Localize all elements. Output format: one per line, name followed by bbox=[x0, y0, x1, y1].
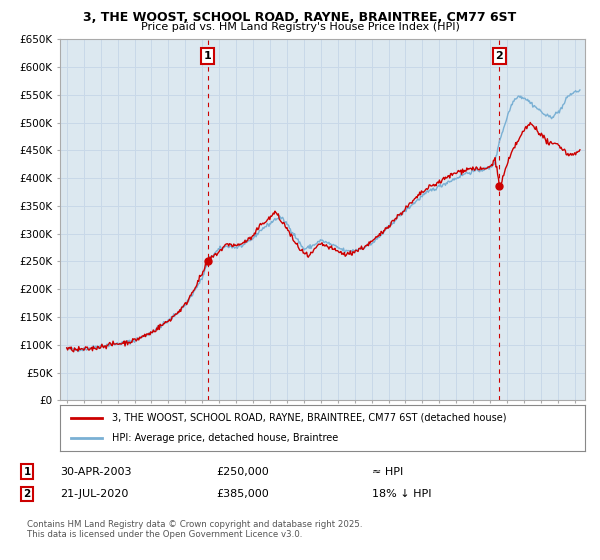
Text: 18% ↓ HPI: 18% ↓ HPI bbox=[372, 489, 431, 499]
Text: Price paid vs. HM Land Registry's House Price Index (HPI): Price paid vs. HM Land Registry's House … bbox=[140, 22, 460, 32]
Text: ≈ HPI: ≈ HPI bbox=[372, 466, 403, 477]
Text: 3, THE WOOST, SCHOOL ROAD, RAYNE, BRAINTREE, CM77 6ST (detached house): 3, THE WOOST, SCHOOL ROAD, RAYNE, BRAINT… bbox=[113, 413, 507, 423]
Text: 2: 2 bbox=[23, 489, 31, 499]
Text: HPI: Average price, detached house, Braintree: HPI: Average price, detached house, Brai… bbox=[113, 433, 339, 443]
Text: £250,000: £250,000 bbox=[216, 466, 269, 477]
Text: 1: 1 bbox=[23, 466, 31, 477]
Text: £385,000: £385,000 bbox=[216, 489, 269, 499]
Text: 3, THE WOOST, SCHOOL ROAD, RAYNE, BRAINTREE, CM77 6ST: 3, THE WOOST, SCHOOL ROAD, RAYNE, BRAINT… bbox=[83, 11, 517, 24]
Text: 21-JUL-2020: 21-JUL-2020 bbox=[60, 489, 128, 499]
Text: Contains HM Land Registry data © Crown copyright and database right 2025.
This d: Contains HM Land Registry data © Crown c… bbox=[27, 520, 362, 539]
Text: 30-APR-2003: 30-APR-2003 bbox=[60, 466, 131, 477]
Text: 1: 1 bbox=[204, 51, 212, 61]
Text: 2: 2 bbox=[496, 51, 503, 61]
